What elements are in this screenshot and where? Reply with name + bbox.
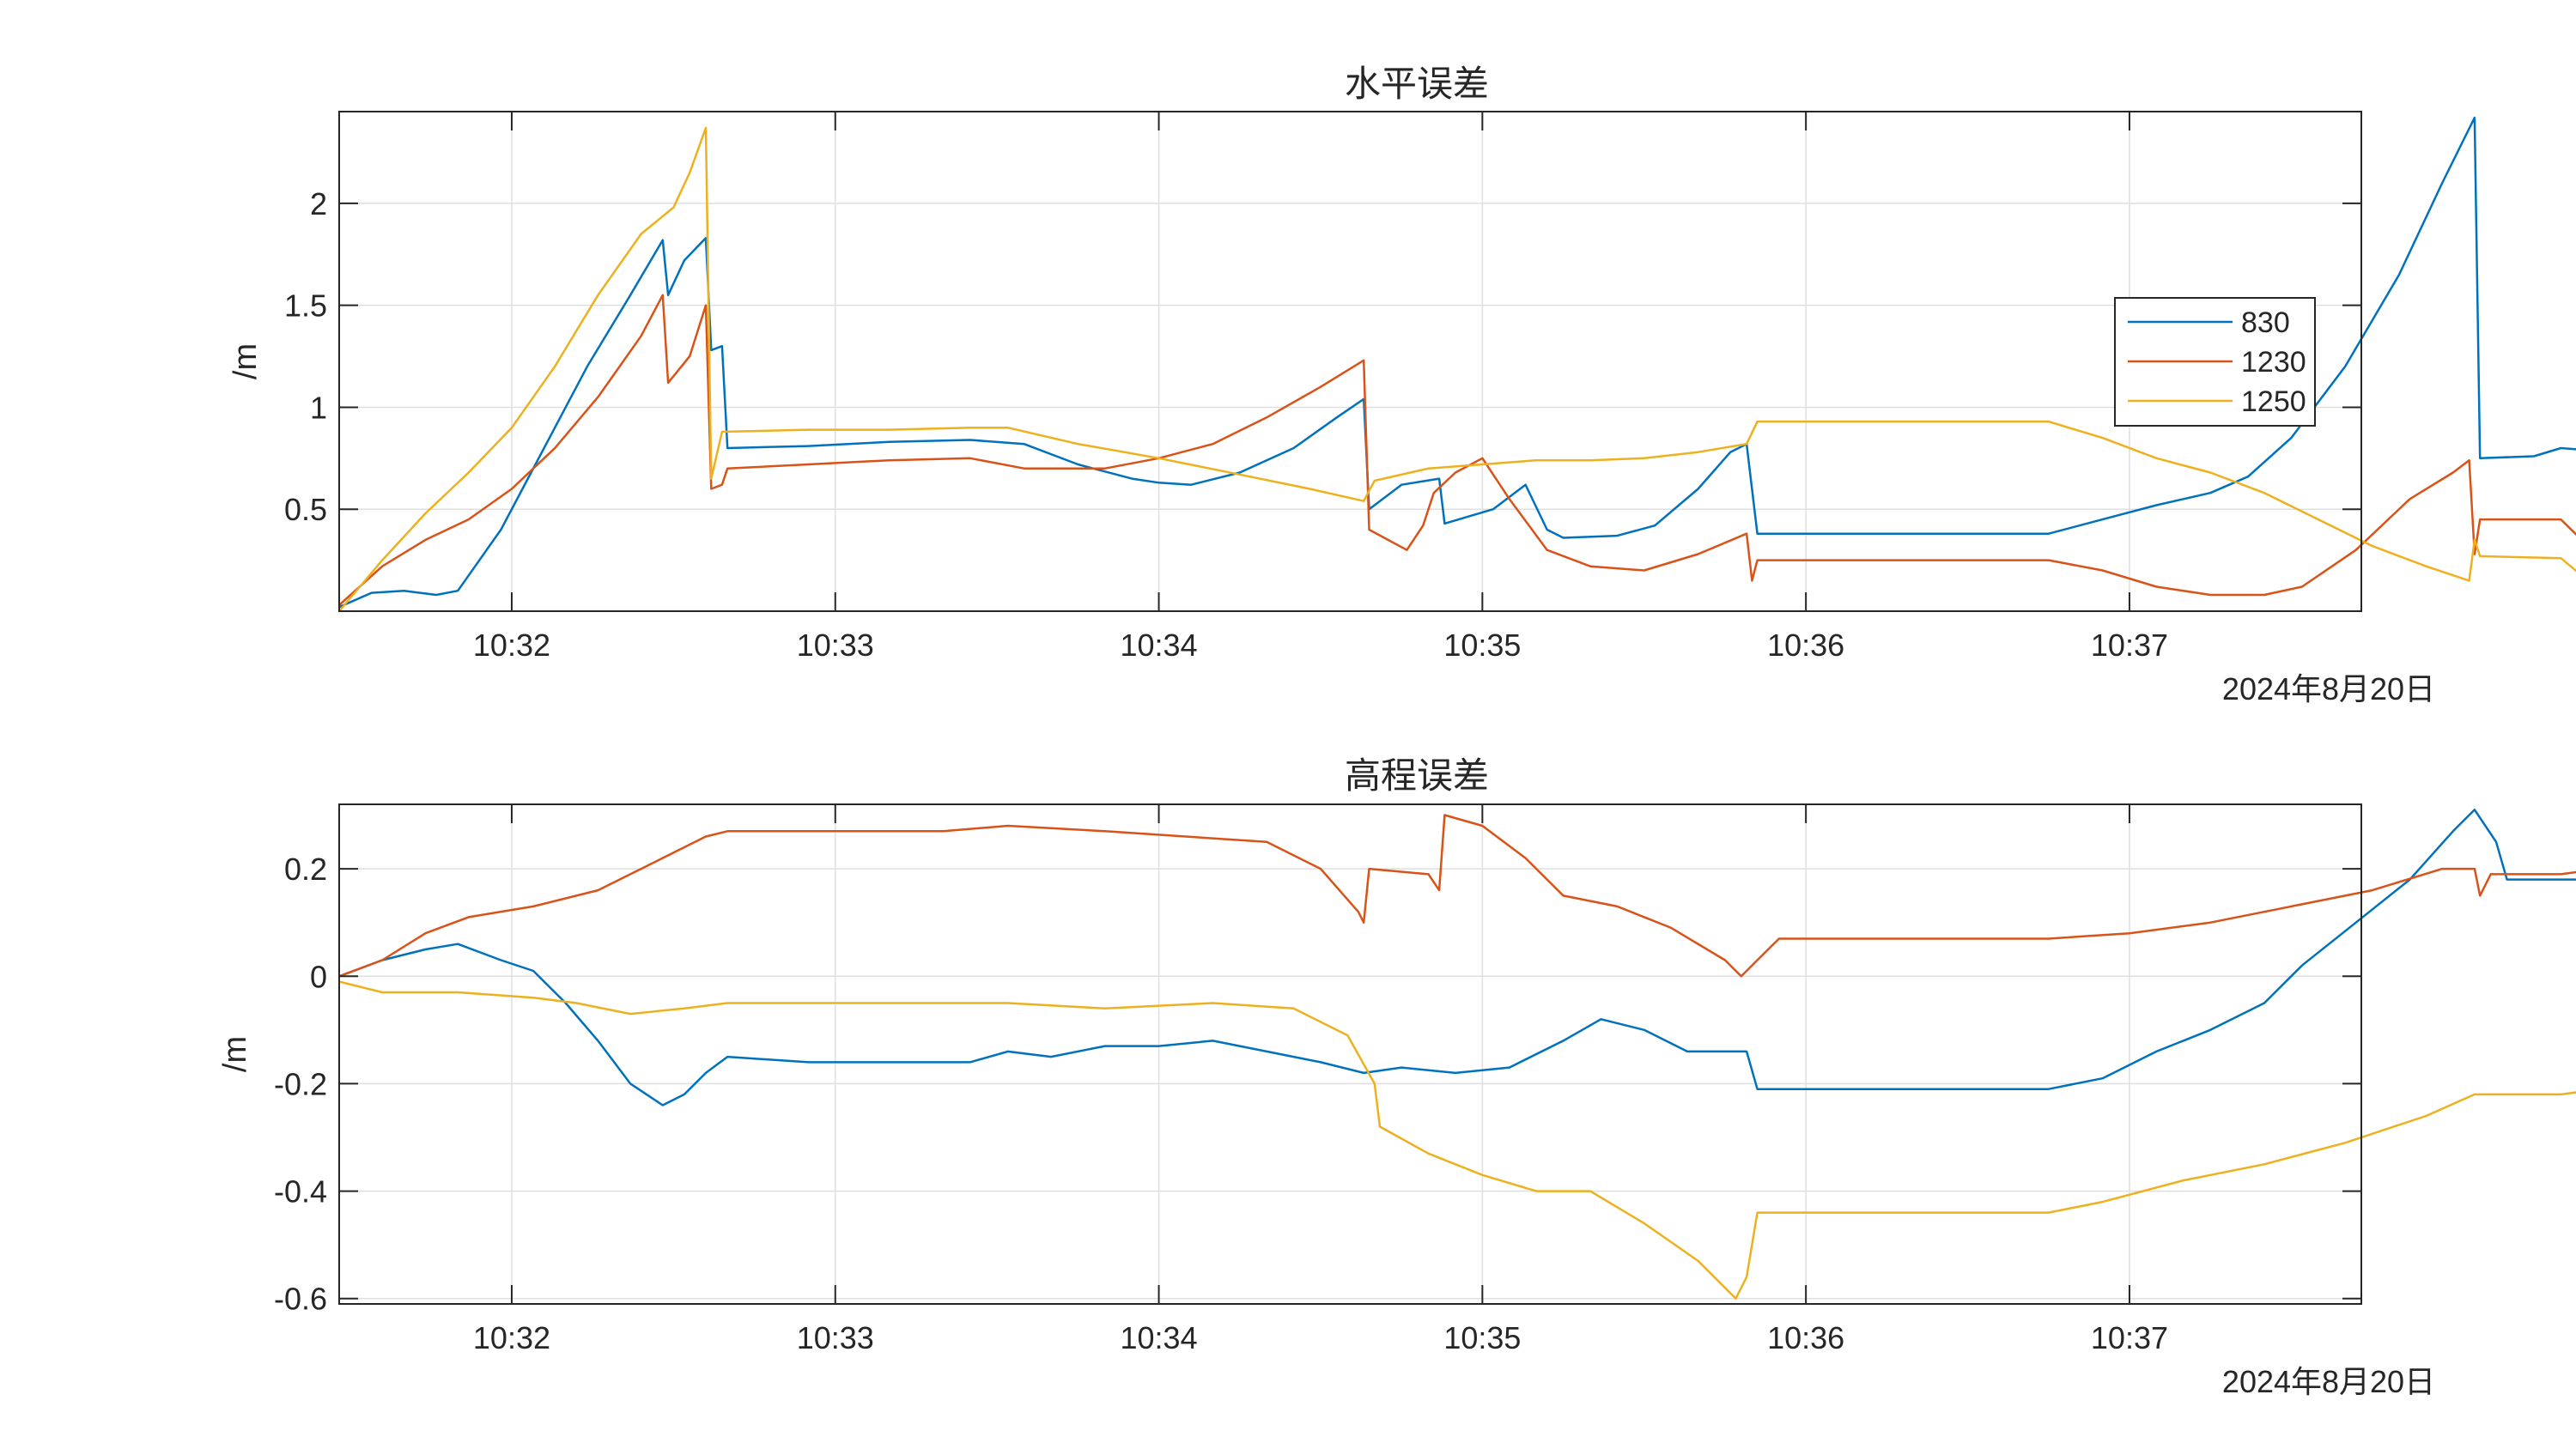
- grid: [339, 804, 2361, 1304]
- chart-title: 高程误差: [1345, 755, 1489, 796]
- legend-label-830: 830: [2241, 306, 2290, 339]
- legend-label-1230: 1230: [2241, 346, 2306, 379]
- y-tick-label: 0.2: [284, 852, 327, 887]
- ticks: 10:32 10:33 10:34 10:35 10:36 10:37 0.5 1 1.5 2: [284, 112, 2361, 663]
- x-tick-label: 10:34: [1121, 627, 1198, 663]
- date-label: 2024年8月20日: [2222, 1364, 2435, 1399]
- plot-area: [339, 804, 2361, 1304]
- series-line-830: [338, 809, 2576, 1106]
- grid: [339, 112, 2361, 611]
- series-line-1230: [338, 814, 2576, 978]
- x-tick-label: 10:33: [797, 627, 874, 663]
- x-tick-label: 10:32: [473, 1320, 550, 1355]
- date-label: 2024年8月20日: [2222, 671, 2435, 706]
- x-tick-label: 10:34: [1121, 1320, 1198, 1355]
- axes-box: [338, 803, 2362, 1305]
- x-tick-label: 10:36: [1767, 627, 1844, 663]
- plot-area: [339, 112, 2361, 611]
- x-tick-label: 10:33: [797, 1320, 874, 1355]
- x-tick-label: 10:35: [1443, 627, 1521, 663]
- legend: 830 1230 1250: [2114, 297, 2316, 427]
- y-tick-label: 2: [310, 186, 327, 221]
- x-tick-label: 10:35: [1443, 1320, 1521, 1355]
- series-line-830: [338, 116, 2576, 609]
- y-tick-label: 0: [310, 959, 327, 994]
- chart-title: 水平误差: [1345, 64, 1489, 104]
- y-tick-label: 0.5: [284, 492, 327, 527]
- y-axis-label: /m: [228, 343, 264, 379]
- panel-horizontal-error: 水平误差 10:32 10:33 10:34 10:35 10:36 10:370.511…: [228, 64, 2576, 706]
- axes-box: [338, 111, 2362, 612]
- y-tick-label: 1.5: [284, 288, 327, 324]
- x-tick-label: 10:37: [2091, 627, 2168, 663]
- y-tick-label: -0.4: [274, 1174, 327, 1210]
- x-tick-label: 10:37: [2091, 1320, 2168, 1355]
- panel-elevation-error: 高程误差 10:32 10:33 10:34 10:35 10:36 10:37 -0.6 -…: [217, 755, 2576, 1399]
- ticks: 10:32 10:33 10:34 10:35 10:36 10:37 -0.6 -0.4 -0…: [274, 804, 2361, 1355]
- y-axis-label: /m: [217, 1036, 253, 1072]
- series-line-1250: [338, 126, 2576, 612]
- y-tick-label: 1: [310, 390, 327, 425]
- legend-label-1250: 1250: [2241, 385, 2306, 418]
- x-tick-label: 10:36: [1767, 1320, 1844, 1355]
- y-tick-label: -0.2: [274, 1066, 327, 1101]
- y-tick-label: -0.6: [274, 1282, 327, 1317]
- series-lines: [338, 809, 2576, 1300]
- series-line-1250: [338, 980, 2576, 1300]
- series-lines: [338, 116, 2576, 612]
- x-tick-label: 10:32: [473, 627, 550, 663]
